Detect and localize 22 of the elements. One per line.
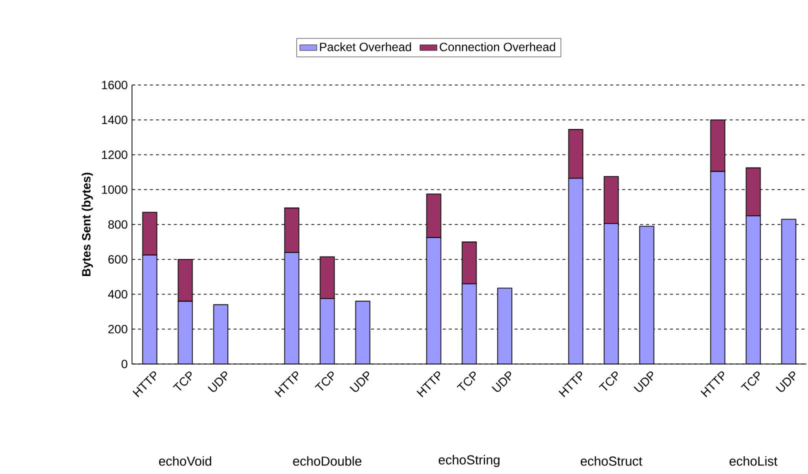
- legend-label: Connection Overhead: [440, 42, 556, 52]
- x-tick-label: TCP: [314, 371, 334, 391]
- x-tick-label: TCP: [740, 371, 760, 391]
- x-tick-label: TCP: [456, 371, 476, 391]
- y-tick-label: 600: [108, 255, 128, 264]
- text: echoStruct: [580, 456, 642, 466]
- y-tick-label: 1600: [102, 80, 128, 90]
- text: echoString: [438, 454, 500, 468]
- y-tick-label: 1000: [102, 185, 128, 194]
- y-axis-title: Bytes Sent (bytes): [82, 172, 93, 276]
- y-tick-label: 1400: [102, 116, 128, 124]
- x-tick-label: TCP: [598, 371, 618, 391]
- legend-label: Packet Overhead: [320, 42, 411, 52]
- text: echoList: [730, 456, 778, 466]
- y-tick-label: 400: [108, 290, 128, 298]
- text: echoDouble: [293, 456, 362, 466]
- text: echoVoid: [159, 456, 212, 466]
- y-tick-label: 200: [108, 324, 128, 334]
- y-tick-label: 800: [108, 220, 128, 229]
- y-tick-label: 0: [122, 360, 128, 368]
- y-tick-label: 1200: [102, 150, 128, 159]
- x-tick-label: TCP: [172, 371, 192, 391]
